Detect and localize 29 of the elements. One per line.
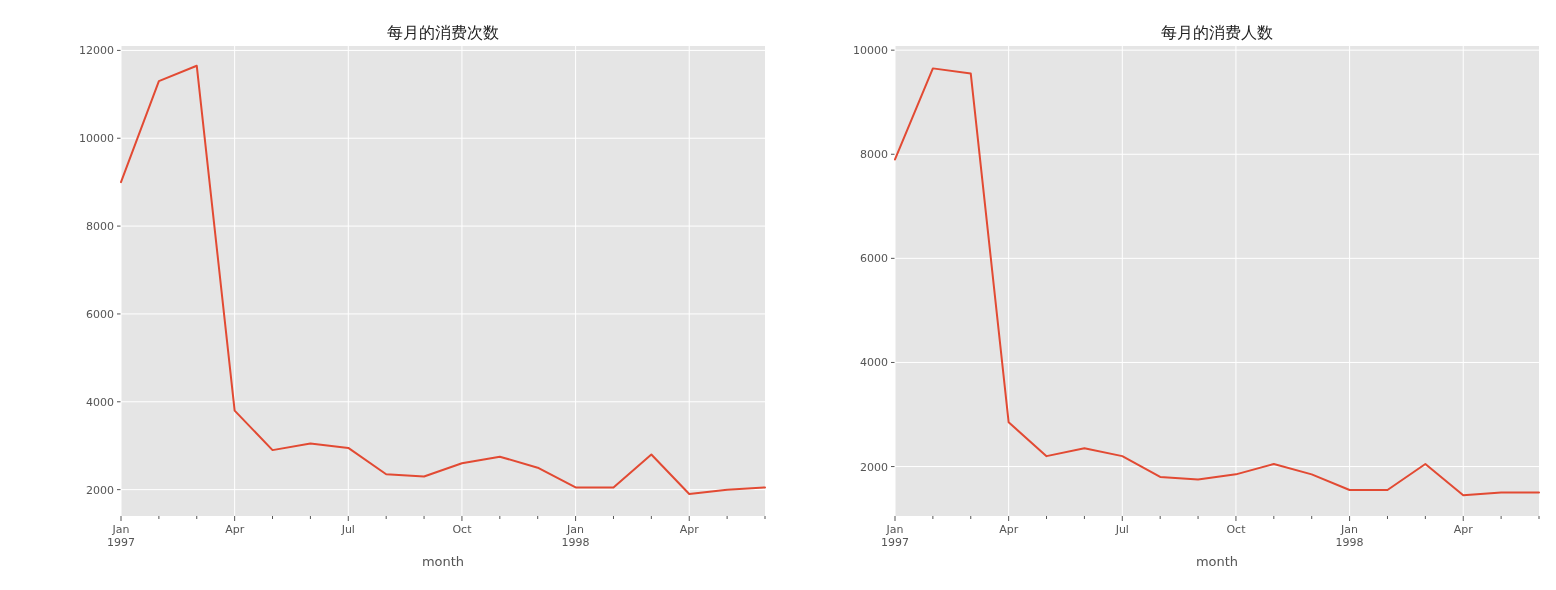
y-tick-label: 10000 [853,44,888,58]
y-tick-label: 8000 [860,148,888,162]
y-tick-label: 6000 [860,252,888,266]
x-tick-label: Apr [1453,523,1474,536]
x-tick-label: Apr [679,523,700,536]
y-tick-label: 4000 [860,356,888,370]
line-series [894,67,1540,497]
y-tick-label: 2000 [860,460,888,474]
y-tick-label: 12000 [79,44,114,58]
y-tick-label: 2000 [86,483,114,497]
x-tick-label: Oct [1226,523,1247,536]
x-tick-label: Oct [452,523,473,536]
y-tick-label: 10000 [79,132,114,146]
x-tick-label: Jul [1114,523,1129,536]
chart-title: 每月的消费次数 [387,23,499,42]
x-tick-label: Jan 1997 [107,523,135,549]
chart-title: 每月的消费人数 [1161,23,1273,42]
x-axis-title: month [1195,554,1239,569]
x-tick-label: Jan 1998 [561,523,590,549]
x-tick-label: Apr [999,523,1019,536]
x-tick-label: Jul [340,523,355,536]
x-tick-label: Jan 1997 [881,523,909,549]
x-tick-label: Apr [225,523,245,536]
y-tick-label: 4000 [86,395,114,409]
x-tick-label: Jan 1998 [1335,523,1364,549]
y-tick-label: 8000 [86,220,114,234]
y-tick-label: 6000 [86,307,114,321]
x-axis-title: month [421,554,465,569]
line-series [120,64,766,496]
